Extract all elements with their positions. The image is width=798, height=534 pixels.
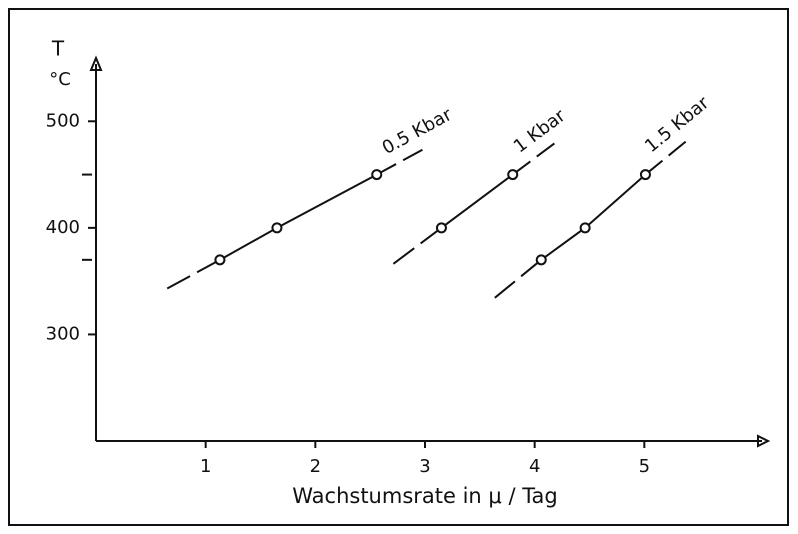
extension-line <box>490 259 542 302</box>
series-label: 1 Kbar <box>510 105 570 157</box>
y-axis-arrow <box>89 55 103 71</box>
series-line <box>219 173 378 261</box>
data-point <box>579 222 591 234</box>
x-tick-label: 5 <box>639 456 650 477</box>
data-point <box>535 254 547 266</box>
data-point <box>639 169 651 181</box>
y-tick-label: 500 <box>46 110 80 131</box>
x-tick-label: 1 <box>200 456 211 477</box>
series-label: 0.5 Kbar <box>379 104 456 159</box>
data-point <box>214 254 226 266</box>
series-line <box>440 173 514 229</box>
y-tick-label: 400 <box>46 217 80 238</box>
y-tick-label: 300 <box>46 323 80 344</box>
data-point <box>271 222 283 234</box>
extension-line <box>376 147 426 176</box>
x-tick-label: 2 <box>310 456 321 477</box>
extension-line <box>388 227 443 268</box>
y-axis-label: T <box>51 37 65 61</box>
x-axis-label: Wachstumsrate in μ / Tag <box>292 484 558 508</box>
data-point <box>507 169 519 181</box>
data-point <box>371 169 383 181</box>
x-axis-arrow <box>757 434 771 448</box>
frame <box>8 8 789 526</box>
x-tick-label: 4 <box>529 456 540 477</box>
data-point <box>435 222 447 234</box>
extension-line <box>644 138 689 176</box>
extension-line <box>512 140 558 176</box>
y-axis-unit: °C <box>49 69 71 90</box>
x-tick-label: 3 <box>419 456 430 477</box>
series-line <box>540 173 647 261</box>
extension-line <box>162 258 221 292</box>
